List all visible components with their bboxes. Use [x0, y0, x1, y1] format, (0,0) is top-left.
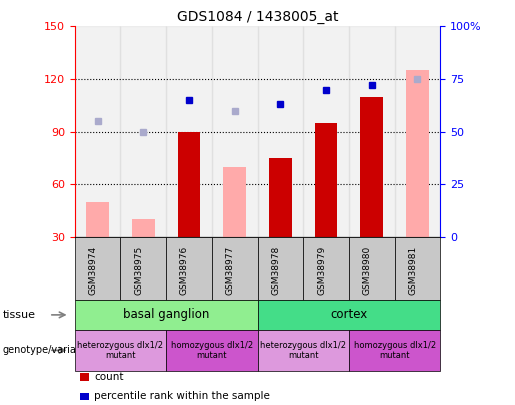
Text: genotype/variation: genotype/variation — [3, 345, 95, 355]
Bar — [258, 26, 303, 237]
Bar — [132, 220, 154, 237]
Bar — [121, 26, 166, 237]
Bar — [303, 26, 349, 237]
Title: GDS1084 / 1438005_at: GDS1084 / 1438005_at — [177, 10, 338, 24]
Text: heterozygous dlx1/2
mutant: heterozygous dlx1/2 mutant — [260, 341, 346, 360]
Text: cortex: cortex — [330, 308, 368, 322]
Bar — [86, 202, 109, 237]
Text: tissue: tissue — [3, 310, 36, 320]
Bar — [212, 26, 258, 237]
Bar — [178, 132, 200, 237]
Text: percentile rank within the sample: percentile rank within the sample — [94, 392, 270, 401]
Text: homozygous dlx1/2
mutant: homozygous dlx1/2 mutant — [354, 341, 436, 360]
Text: GSM38976: GSM38976 — [180, 246, 189, 295]
Bar — [166, 26, 212, 237]
Text: GSM38974: GSM38974 — [89, 246, 97, 295]
Bar — [223, 167, 246, 237]
Text: GSM38979: GSM38979 — [317, 246, 326, 295]
Text: heterozygous dlx1/2
mutant: heterozygous dlx1/2 mutant — [77, 341, 163, 360]
Bar — [349, 26, 394, 237]
Text: GSM38977: GSM38977 — [226, 246, 235, 295]
Text: GSM38980: GSM38980 — [363, 246, 372, 295]
Bar — [360, 96, 383, 237]
Bar — [315, 123, 337, 237]
Bar — [394, 26, 440, 237]
Bar — [406, 70, 429, 237]
Text: GSM38978: GSM38978 — [271, 246, 280, 295]
Text: GSM38981: GSM38981 — [408, 246, 418, 295]
Bar — [269, 158, 292, 237]
Text: basal ganglion: basal ganglion — [123, 308, 209, 322]
Text: GSM38975: GSM38975 — [134, 246, 143, 295]
Text: homozygous dlx1/2
mutant: homozygous dlx1/2 mutant — [171, 341, 253, 360]
Bar — [75, 26, 121, 237]
Text: count: count — [94, 372, 124, 382]
